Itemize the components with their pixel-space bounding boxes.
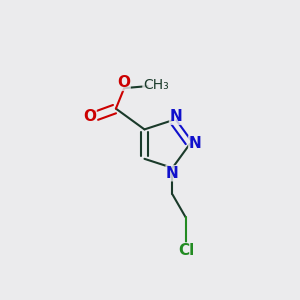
Text: N: N — [166, 166, 179, 181]
Text: N: N — [189, 136, 201, 151]
Text: O: O — [117, 75, 130, 90]
Text: Cl: Cl — [178, 243, 195, 258]
Text: O: O — [83, 109, 96, 124]
Text: N: N — [169, 109, 182, 124]
Text: CH₃: CH₃ — [143, 78, 169, 92]
